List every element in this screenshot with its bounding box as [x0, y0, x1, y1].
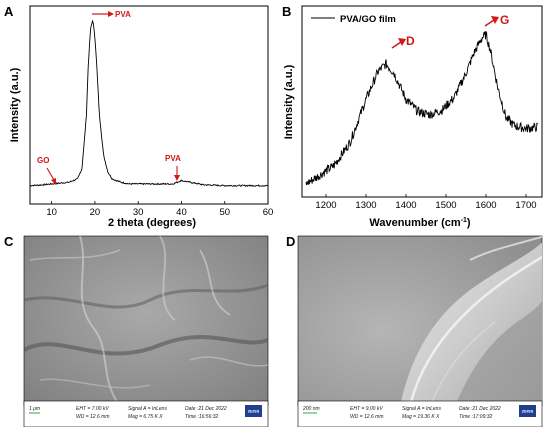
- sem-c-zeiss-logo: [245, 405, 262, 417]
- sem-c-info-bar: [23, 400, 269, 427]
- xrd-series-line: [29, 19, 269, 187]
- xrd-x-tick-label: 50: [219, 207, 230, 218]
- sem-d-time: Time :17:09:32: [459, 414, 493, 420]
- sem-d-eht: EHT = 9.00 kV: [350, 406, 383, 412]
- sem-c-signal: Signal A = InLens: [128, 406, 167, 412]
- raman-annotation-label-d: D: [406, 34, 415, 48]
- sem-c-zeiss-logo-text: ZEISS: [248, 409, 260, 414]
- xrd-annotation-label-pva-minor: PVA: [165, 154, 181, 163]
- xrd-annotation-pva-minor: PVA: [165, 154, 181, 181]
- raman-annotation-g: G: [484, 13, 509, 27]
- sem-c-date: Date :21 Dec 2022: [185, 406, 227, 412]
- sem-c-scale-label: 1 μm: [29, 406, 40, 412]
- raman-y-axis-label: Intensity (a.u.): [283, 64, 295, 139]
- panel-letter-c: C: [4, 234, 14, 249]
- sem-d-texture: [400, 236, 542, 406]
- xrd-annotation-pva-main: PVA: [92, 10, 131, 19]
- sem-c-eht: EHT = 7.00 kV: [76, 406, 109, 412]
- xrd-chart: 10 20 30 40 50 60 2 theta (degrees) Intensity…: [9, 5, 273, 229]
- sem-d-wd: WD = 12.6 mm: [350, 414, 383, 420]
- raman-legend-label: PVA/GO film: [340, 14, 396, 25]
- raman-x-tick-label: 1500: [435, 200, 456, 211]
- xrd-annotation-go: GO: [37, 156, 56, 185]
- sem-d-signal: Signal A = InLens: [402, 406, 441, 412]
- sem-d-zeiss-logo-text: ZEISS: [522, 409, 534, 414]
- raman-x-ticks: 1200 1300 1400 1500 1600 1700: [315, 194, 537, 211]
- xrd-annotation-label-pva-main: PVA: [115, 10, 131, 19]
- raman-series-line: [305, 30, 539, 186]
- xrd-x-tick-label: 10: [46, 207, 57, 218]
- raman-x-tick-label: 1600: [475, 200, 496, 211]
- xrd-x-ticks: 10 20 30 40 50 60: [46, 201, 273, 218]
- sem-c-time: Time :16:56:32: [185, 414, 219, 420]
- sem-d-date: Date :21 Dec 2022: [459, 406, 501, 412]
- raman-annotation-d: D: [391, 34, 415, 49]
- sem-d-info-bar: [297, 400, 543, 427]
- xrd-annotation-label-go: GO: [37, 156, 49, 165]
- raman-chart: 1200 1300 1400 1500 1600 1700 Wavenumber (cm-…: [283, 5, 543, 229]
- sem-c-mag: Mag = 6.75 K X: [128, 414, 163, 420]
- panel-letter-b: B: [282, 4, 291, 19]
- xrd-x-axis-label: 2 theta (degrees): [108, 217, 196, 229]
- sem-c-micrograph: [23, 235, 269, 407]
- sem-c-wd: WD = 12.6 mm: [76, 414, 109, 420]
- sem-image-d: 200 nm EHT = 9.00 kV WD = 12.6 mm Signal…: [297, 235, 543, 427]
- xrd-x-tick-label: 40: [176, 207, 187, 218]
- sem-d-zeiss-logo: [519, 405, 536, 417]
- sem-d-mag: Mag = 19.36 K X: [402, 414, 440, 420]
- sem-c-texture: [24, 236, 268, 406]
- raman-x-tick-label: 1400: [395, 200, 416, 211]
- xrd-x-tick-label: 20: [90, 207, 101, 218]
- raman-x-tick-label: 1700: [515, 200, 536, 211]
- raman-legend: PVA/GO film: [311, 14, 396, 25]
- xrd-x-tick-label: 60: [263, 207, 274, 218]
- panel-letter-d: D: [286, 234, 295, 249]
- xrd-y-axis-label: Intensity (a.u.): [9, 67, 21, 142]
- xrd-frame: [29, 5, 269, 205]
- sem-d-scale-label: 200 nm: [302, 406, 320, 412]
- xrd-x-tick-label: 30: [133, 207, 144, 218]
- raman-x-tick-label: 1300: [355, 200, 376, 211]
- raman-frame: [301, 5, 543, 198]
- raman-annotation-label-g: G: [500, 13, 509, 27]
- sem-image-c: 1 μm EHT = 7.00 kV WD = 12.6 mm Signal A…: [23, 235, 269, 427]
- panel-letter-a: A: [4, 4, 14, 19]
- raman-x-axis-label: Wavenumber (cm-1): [369, 217, 471, 229]
- raman-x-tick-label: 1200: [315, 200, 336, 211]
